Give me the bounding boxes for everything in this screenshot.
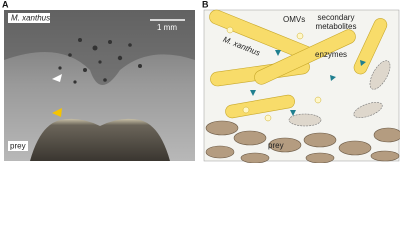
prey-colony: [30, 118, 170, 161]
panel-label: B: [202, 0, 209, 9]
scale-label: 1 mm: [157, 23, 177, 32]
omvs-label: OMVs: [283, 15, 305, 24]
figure: A M. xanthus 1 mm prey B: [2, 0, 400, 163]
myxo-cells: [209, 9, 388, 119]
panel-a: A M. xanthus 1 mm prey: [2, 0, 195, 161]
label-box: [8, 141, 28, 151]
enzymes-label: enzymes: [315, 50, 347, 59]
metabolites-label: secondary: [318, 13, 355, 22]
organism-label: M. xanthus: [11, 14, 50, 23]
panel-b: B OMVs secondary: [202, 0, 400, 163]
arrow-white: [52, 74, 62, 82]
arrow-yellow: [52, 108, 62, 117]
prey-label: prey: [10, 142, 26, 151]
swarm-edge: [4, 10, 195, 85]
lysed-prey: [288, 60, 391, 127]
metabolites-label: metabolites: [316, 22, 357, 31]
prey-label: prey: [268, 141, 284, 150]
prey-cells: [205, 120, 400, 163]
label-box: [8, 13, 50, 23]
panel-label: A: [2, 0, 9, 9]
secretion-arrows: [250, 50, 366, 116]
omvs: [226, 26, 322, 122]
fruiting-bodies: [58, 38, 142, 84]
